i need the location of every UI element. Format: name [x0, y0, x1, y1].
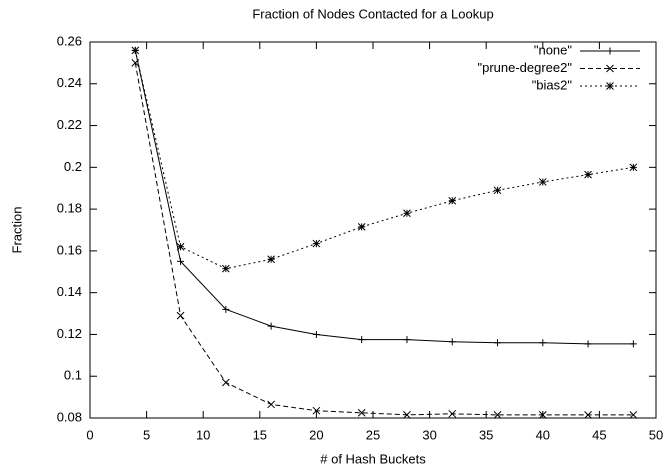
x-tick-label: 10 [196, 427, 210, 442]
point-marker [267, 400, 275, 409]
series-line [134, 62, 634, 416]
point-marker [448, 409, 457, 418]
point-marker [448, 338, 456, 346]
point-marker [448, 196, 457, 205]
x-tick-label: 30 [422, 427, 436, 442]
point-marker [629, 411, 638, 419]
legend-marker [606, 47, 614, 55]
x-tick-label: 15 [253, 427, 267, 442]
y-tick-label: 0.18 [57, 201, 82, 216]
y-tick-label: 0.16 [57, 242, 82, 257]
y-tick-label: 0.1 [64, 368, 82, 383]
point-marker [312, 330, 320, 338]
y-tick-label: 0.22 [57, 117, 82, 132]
point-marker [539, 339, 547, 347]
point-marker [584, 411, 592, 419]
series-line [134, 50, 634, 345]
point-marker [131, 46, 140, 55]
point-marker [358, 336, 366, 344]
chart-title: Fraction of Nodes Contacted for a Lookup [252, 6, 493, 21]
point-marker [221, 378, 230, 387]
x-tick-label: 25 [366, 427, 380, 442]
legend-marker [606, 64, 614, 73]
point-marker [584, 170, 592, 179]
point-marker [538, 178, 547, 186]
y-tick-label: 0.24 [57, 75, 82, 90]
legend-label: "prune-degree2" [477, 60, 572, 75]
x-axis-label: # of Hash Buckets [320, 451, 426, 466]
point-marker [403, 411, 411, 419]
y-tick-label: 0.2 [64, 159, 82, 174]
point-marker [493, 411, 502, 419]
y-tick-label: 0.26 [57, 33, 82, 48]
y-tick-label: 0.14 [57, 284, 82, 299]
legend-label: "bias2" [532, 77, 573, 92]
point-marker [312, 239, 321, 248]
x-tick-label: 45 [592, 427, 606, 442]
point-marker [177, 257, 185, 265]
y-tick-label: 0.12 [57, 326, 82, 341]
point-marker [222, 305, 230, 313]
y-axis-label: Fraction [9, 207, 24, 254]
point-marker [494, 339, 502, 347]
point-marker [267, 322, 275, 330]
plot-frame [89, 41, 657, 419]
x-tick-label: 50 [649, 427, 663, 442]
x-tick-label: 0 [86, 427, 93, 442]
legend-marker [606, 82, 614, 90]
point-marker [493, 186, 502, 195]
point-marker [538, 411, 547, 419]
point-marker [584, 340, 592, 348]
y-tick-label: 0.08 [57, 409, 82, 424]
point-marker [176, 242, 185, 251]
point-marker [357, 408, 366, 417]
x-tick-label: 20 [309, 427, 323, 442]
point-marker [403, 209, 411, 218]
point-marker [629, 340, 637, 348]
legend-label: "none" [534, 42, 573, 57]
point-marker [267, 255, 275, 264]
x-tick-label: 40 [536, 427, 550, 442]
point-marker [312, 406, 321, 415]
point-marker [221, 264, 230, 273]
x-tick-label: 35 [479, 427, 493, 442]
point-marker [357, 223, 366, 231]
x-tick-label: 5 [143, 427, 150, 442]
point-marker [176, 311, 185, 320]
point-marker [403, 336, 411, 344]
point-marker [629, 163, 638, 172]
